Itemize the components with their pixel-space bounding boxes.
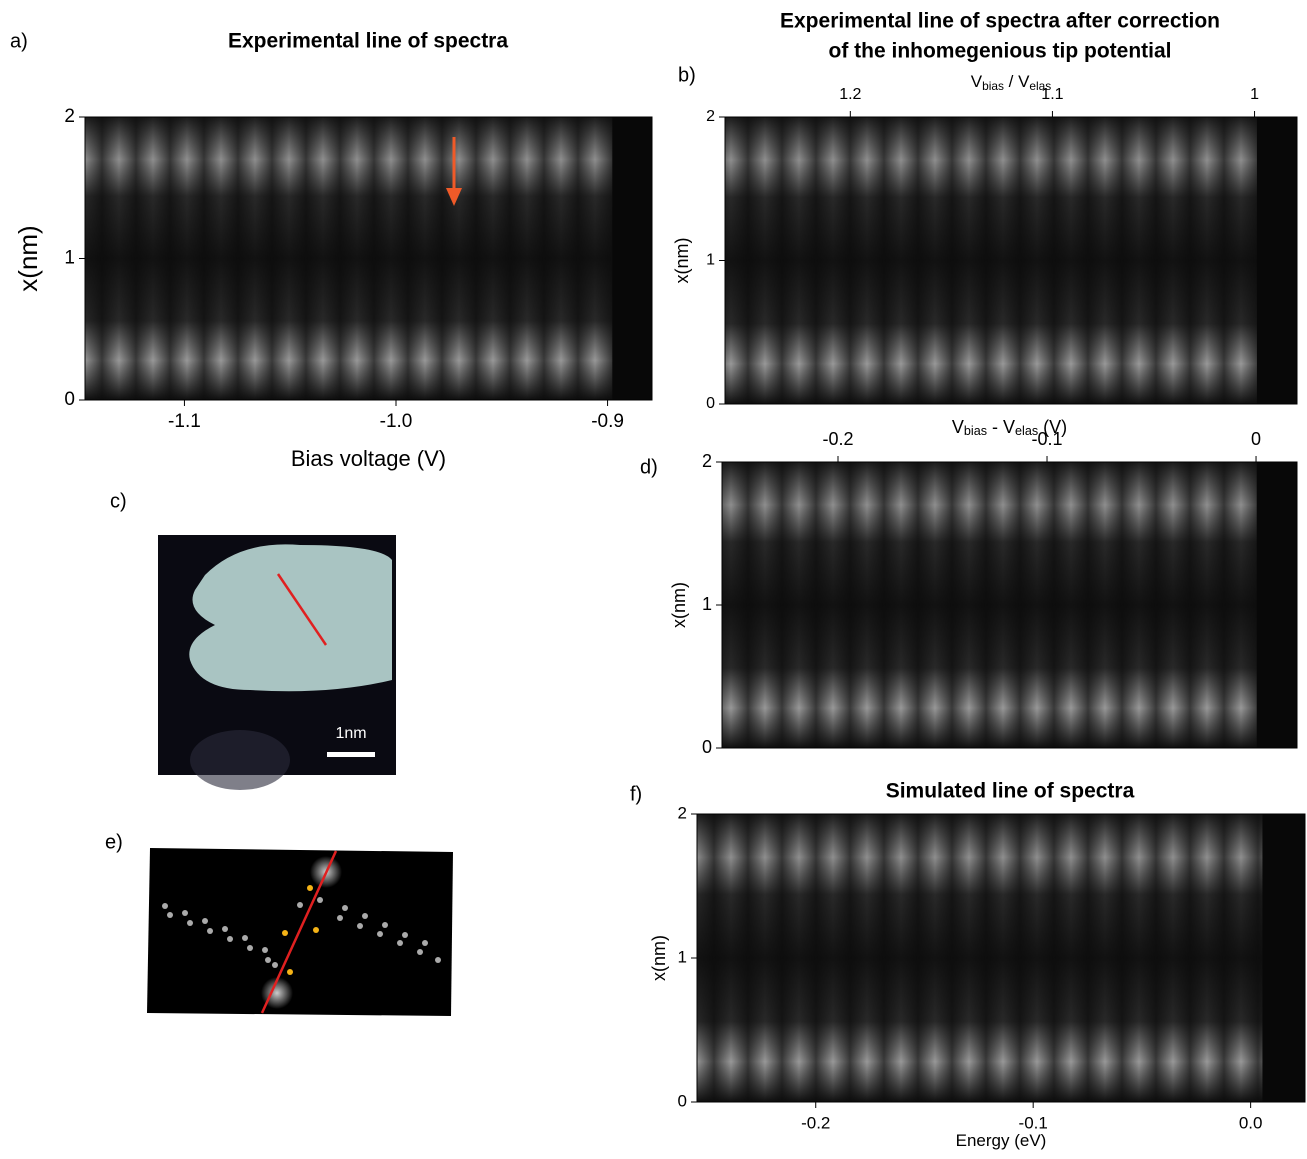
- stm-image: 1nm: [158, 535, 396, 790]
- x-tick-label: -1.1: [168, 411, 201, 432]
- scale-bar-label: 1nm: [335, 725, 366, 742]
- chart-title: Experimental line of spectra: [228, 30, 508, 53]
- chart: 0 1 2 -0.2 -0.1 0.0 Energy (eV) x(nm) Simulated …: [630, 780, 1306, 1150]
- chart-title: Experimental line of spectra after corre…: [780, 10, 1220, 33]
- x-axis-label-part: V: [971, 72, 983, 91]
- x-tick-label: -0.1: [1032, 429, 1063, 449]
- annotation-arrow: [446, 137, 462, 206]
- x-tick-label: 1: [1250, 86, 1259, 103]
- x-axis-label-part: / V: [1004, 72, 1030, 91]
- heatmap-bands: [697, 814, 1305, 1102]
- panel-label: b): [678, 64, 696, 86]
- model-image: [147, 848, 453, 1016]
- y-axis-label: x(nm): [672, 238, 692, 284]
- x-tick-label: -0.2: [822, 429, 853, 449]
- x-tick-label: 0.0: [1239, 1113, 1263, 1132]
- y-tick-label: 0: [702, 737, 712, 757]
- x-axis-label-part: Bias voltage (V): [291, 446, 446, 471]
- heatmap-edge: [1256, 462, 1297, 748]
- heatmap-bands: [85, 117, 652, 400]
- x-axis-label-part: (V): [1038, 417, 1067, 437]
- y-axis-label: x(nm): [669, 582, 689, 628]
- chart-title: Simulated line of spectra: [886, 780, 1135, 803]
- chart-title: of the inhomegenious tip potential: [829, 40, 1172, 63]
- x-axis-label: Energy (eV): [956, 1131, 1047, 1150]
- heatmap-bands: [722, 462, 1297, 748]
- y-tick-label: 2: [64, 106, 75, 127]
- panel-label: f): [630, 783, 642, 805]
- x-tick-label: 1.2: [839, 86, 861, 103]
- x-axis-label-part: V: [952, 417, 964, 437]
- y-tick-label: 2: [678, 803, 687, 822]
- panel-label: a): [10, 30, 28, 52]
- heatmap-bands: [725, 117, 1297, 404]
- y-tick-label: 2: [706, 108, 715, 125]
- heatmap-edge: [612, 117, 652, 400]
- chart: 0 1 2 1.2 1.1 1 Vbias / Velas x(nm) Experimental…: [672, 10, 1298, 412]
- x-tick-label: -1.0: [380, 411, 413, 432]
- x-axis-label-part: elas: [1029, 79, 1051, 93]
- chart: 0 1 2 -1.1 -1.0 -0.9 Bias voltage (V) x(nm) Expe…: [10, 30, 653, 471]
- y-tick-label: 1: [64, 248, 75, 269]
- y-tick-label: 0: [706, 395, 715, 412]
- x-tick-label: 1.1: [1041, 86, 1063, 103]
- y-tick-label: 2: [702, 451, 712, 471]
- x-axis-label-part: elas: [1015, 424, 1038, 438]
- y-axis-label: x(nm): [13, 225, 43, 291]
- y-tick-label: 0: [64, 389, 75, 410]
- panel-label: c): [110, 490, 127, 512]
- heatmap-edge: [1256, 117, 1297, 404]
- panel-label: e): [105, 831, 123, 853]
- y-tick-label: 1: [678, 947, 687, 966]
- x-axis-label-part: - V: [987, 417, 1015, 437]
- x-tick-label: 0: [1251, 429, 1261, 449]
- x-tick-label: -0.9: [591, 411, 624, 432]
- x-tick-label: -0.2: [801, 1113, 830, 1132]
- x-axis-label-part: bias: [982, 79, 1004, 93]
- x-axis-label-part: Energy (eV): [956, 1131, 1047, 1150]
- x-axis-label: Bias voltage (V): [291, 446, 446, 471]
- heatmap-edge: [1262, 814, 1305, 1102]
- panel-label: d): [640, 456, 658, 478]
- y-axis-label: x(nm): [649, 935, 669, 981]
- x-tick-label: -0.1: [1019, 1113, 1048, 1132]
- x-axis-label-part: bias: [964, 424, 987, 438]
- x-axis-label: Vbias / Velas: [971, 72, 1052, 93]
- y-tick-label: 1: [706, 252, 715, 269]
- chart: 0 1 2 -0.2 -0.1 0 Vbias - Velas (V) x(nm) d): [640, 417, 1298, 757]
- y-tick-label: 1: [702, 594, 712, 614]
- x-axis-label: Vbias - Velas (V): [952, 417, 1067, 439]
- y-tick-label: 0: [678, 1091, 687, 1110]
